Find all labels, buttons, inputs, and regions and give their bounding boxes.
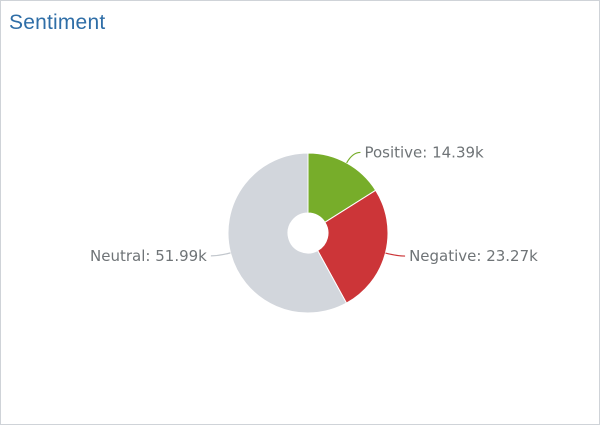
label-positive: Positive: 14.39k: [364, 143, 484, 161]
connector-positive: [346, 151, 361, 164]
slice-neutral[interactable]: [227, 152, 348, 314]
panel-title: Sentiment: [9, 11, 106, 34]
label-negative: Negative: 23.27k: [409, 247, 538, 265]
slice-negative[interactable]: [316, 189, 389, 304]
connector-neutral: [210, 252, 231, 257]
slice-positive[interactable]: [307, 152, 377, 224]
connector-negative: [385, 252, 406, 257]
label-neutral: Neutral: 51.99k: [90, 247, 207, 265]
